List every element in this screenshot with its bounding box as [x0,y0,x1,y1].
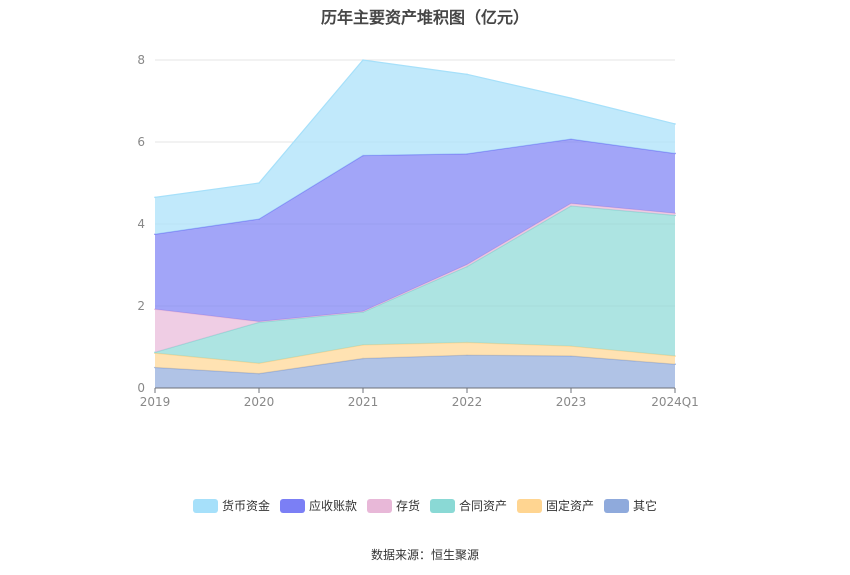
x-tick-label: 2024Q1 [651,395,699,409]
y-tick-label: 8 [137,53,145,67]
legend-swatch [192,498,218,513]
area-series-固定资产 [155,342,675,374]
legend-swatch [430,498,455,513]
y-tick-label: 0 [137,381,145,395]
area-series-货币资金 [155,60,675,235]
data-point [466,73,468,76]
legend-item[interactable]: 其它 [604,497,657,514]
chart-legend: 货币资金 应收账款 存货 合同资产 固定资产 其它 [0,497,850,514]
area-series-合同资产 [155,205,675,364]
legend-item[interactable]: 合同资产 [430,497,507,514]
data-point [674,123,676,125]
legend-item[interactable]: 固定资产 [517,497,594,514]
area-series-其它 [155,355,675,388]
legend-label: 应收账款 [308,499,357,513]
legend-label: 合同资产 [459,499,508,513]
x-tick-label: 2021 [348,395,379,409]
y-tick-label: 2 [137,299,145,313]
area-series-应收账款 [155,139,675,322]
x-tick-label: 2023 [556,395,587,409]
legend-swatch [366,498,392,513]
x-tick-label: 2022 [452,395,483,409]
data-point [570,97,572,99]
legend-swatch [604,498,630,513]
legend-label: 固定资产 [546,499,595,513]
chart-title: 历年主要资产堆积图（亿元） [320,8,529,27]
legend-swatch [279,498,305,513]
legend-swatch [517,498,543,513]
area-series-line [154,59,676,198]
x-tick-label: 2019 [140,395,171,409]
legend-item[interactable]: 应收账款 [279,497,357,514]
y-tick-label: 6 [137,135,145,149]
legend-label: 存货 [395,499,420,513]
data-source-note: 数据来源：恒生聚源 [370,548,479,562]
data-point [154,196,156,199]
x-tick-label: 2020 [244,395,275,409]
y-tick-label: 4 [137,217,145,231]
data-point [362,59,364,61]
legend-label: 其它 [633,499,658,513]
legend-item[interactable]: 货币资金 [192,497,270,514]
legend-label: 货币资金 [221,499,270,513]
data-point [258,182,260,184]
legend-item[interactable]: 存货 [366,497,420,514]
